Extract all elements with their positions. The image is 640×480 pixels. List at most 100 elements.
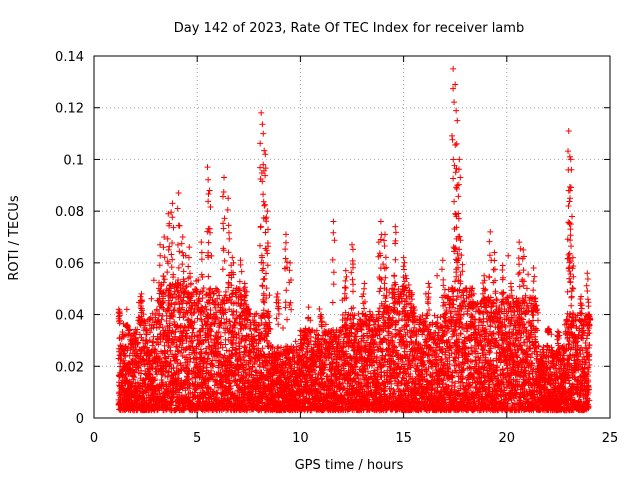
band-point <box>205 378 212 385</box>
band-point <box>185 371 192 378</box>
y-axis-label: ROTI / TECUs <box>7 195 22 280</box>
band-point <box>188 280 195 287</box>
band-point <box>158 316 165 323</box>
band-point <box>185 377 192 384</box>
band-point <box>180 328 187 335</box>
band-point <box>202 350 209 357</box>
band-point <box>130 329 137 336</box>
band-point <box>174 360 181 367</box>
band-point <box>122 343 129 350</box>
band-point <box>192 386 199 393</box>
band-point <box>153 350 160 357</box>
band-point <box>164 348 171 355</box>
band-point <box>133 329 140 336</box>
band-point <box>148 364 155 371</box>
band-point <box>168 285 175 292</box>
band-point <box>178 349 185 356</box>
band-point <box>142 320 149 327</box>
band-point <box>172 371 179 378</box>
band-point <box>141 361 148 368</box>
band-point <box>190 325 197 332</box>
band-point <box>165 342 172 349</box>
band-point <box>163 317 170 324</box>
band-point <box>316 305 323 312</box>
band-point <box>179 304 186 311</box>
band-point <box>150 324 157 331</box>
band-point <box>190 310 197 317</box>
band-point <box>189 329 196 336</box>
band-point <box>275 343 282 350</box>
band-point <box>202 345 209 352</box>
band-point <box>176 370 183 377</box>
band-point <box>196 298 203 305</box>
band-point <box>169 294 176 301</box>
dense-data-band <box>115 244 593 414</box>
band-point <box>148 295 155 302</box>
band-point <box>203 364 210 371</box>
band-point <box>166 344 173 351</box>
band-point <box>117 400 124 407</box>
band-point <box>136 331 143 338</box>
band-point <box>392 326 399 333</box>
band-point <box>184 317 191 324</box>
band-point <box>135 362 142 369</box>
band-point <box>147 371 154 378</box>
band-point <box>303 346 310 353</box>
band-point <box>119 329 126 336</box>
band-point <box>193 361 200 368</box>
band-point <box>305 304 312 311</box>
band-point <box>156 320 163 327</box>
band-point <box>194 315 201 322</box>
band-point <box>169 313 176 320</box>
band-point <box>186 351 193 358</box>
band-point <box>170 393 177 400</box>
band-point <box>193 355 200 362</box>
band-point <box>208 328 215 335</box>
band-point <box>184 362 191 369</box>
band-point <box>174 356 181 363</box>
chart-title: Day 142 of 2023, Rate Of TEC Index for r… <box>174 21 524 36</box>
band-point <box>203 292 210 299</box>
band-point <box>173 299 180 306</box>
band-point <box>131 374 138 381</box>
band-point <box>192 387 199 394</box>
band-point <box>172 344 179 351</box>
band-point <box>205 351 212 358</box>
band-point <box>138 347 145 354</box>
band-point <box>150 277 157 284</box>
band-point <box>183 284 190 291</box>
band-point <box>204 355 211 362</box>
band-point <box>186 358 193 365</box>
band-point <box>147 349 154 356</box>
band-point <box>191 319 198 326</box>
band-point <box>195 276 202 283</box>
band-point <box>266 292 273 299</box>
band-point <box>135 339 142 346</box>
band-point <box>150 339 157 346</box>
band-point <box>126 352 133 359</box>
band-point <box>167 347 174 354</box>
band-point <box>203 358 210 365</box>
band-point <box>193 349 200 356</box>
band-point <box>190 355 197 362</box>
band-point <box>188 293 195 300</box>
band-point <box>198 348 205 355</box>
band-point <box>117 342 124 349</box>
band-point <box>189 337 196 344</box>
band-point <box>188 333 195 340</box>
band-point <box>188 375 195 382</box>
band-point <box>199 305 206 312</box>
band-point <box>159 379 166 386</box>
band-point <box>147 329 154 336</box>
band-point <box>350 281 357 288</box>
band-point <box>191 333 198 340</box>
band-point <box>143 326 150 333</box>
band-point <box>154 363 161 370</box>
band-point <box>157 321 164 328</box>
band-point <box>179 384 186 391</box>
band-point <box>151 376 158 383</box>
band-point <box>159 324 166 331</box>
band-point <box>200 325 207 332</box>
band-point <box>134 326 141 333</box>
band-point <box>279 324 286 331</box>
